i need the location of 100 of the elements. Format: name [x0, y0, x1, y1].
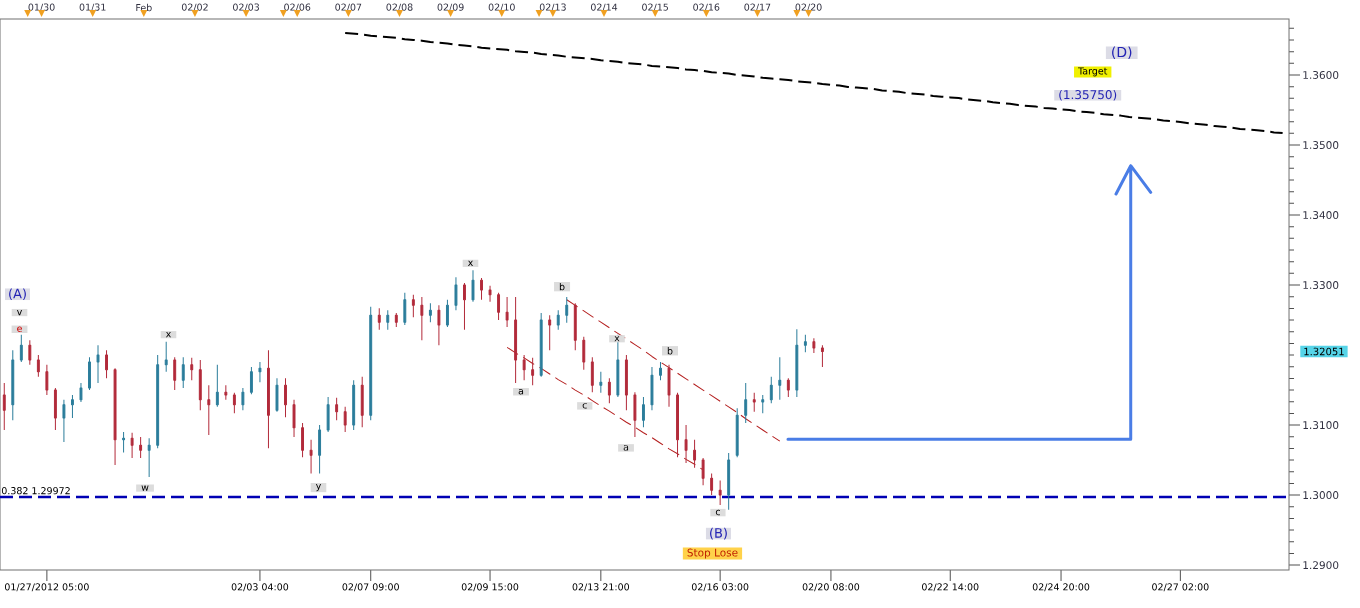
- candlestick: [624, 354, 628, 411]
- text: 02/06: [284, 3, 311, 12]
- candlestick: [633, 391, 637, 438]
- annotation: x: [467, 260, 473, 266]
- candlestick: [582, 336, 586, 371]
- annotation: a: [518, 389, 524, 395]
- candlestick: [173, 356, 177, 391]
- text: 02/10: [488, 3, 515, 12]
- line-series: [506, 346, 704, 471]
- text: 02/07: [335, 3, 362, 12]
- candlestick: [480, 277, 483, 301]
- x-tick-label: 02/16 03:00: [691, 583, 749, 592]
- candlestick: [164, 341, 168, 373]
- candlestick: [744, 382, 748, 424]
- annotation: w: [141, 485, 149, 491]
- candlestick: [548, 314, 552, 351]
- annotation: (B): [710, 527, 727, 540]
- candlestick: [79, 382, 83, 403]
- annotation: x: [614, 336, 620, 342]
- y-tick-label: 1.3600: [1303, 71, 1339, 79]
- candlestick: [360, 376, 364, 428]
- annotation: b: [559, 282, 565, 291]
- y-tick-label: 1.2900: [1303, 561, 1339, 570]
- candlestick: [573, 302, 577, 351]
- candlestick: [45, 364, 49, 396]
- text: 02/03: [233, 3, 259, 12]
- candlestick: [352, 379, 356, 431]
- candlestick: [522, 354, 526, 381]
- candlestick: [445, 299, 449, 328]
- candlestick: [641, 396, 645, 428]
- candlestick: [693, 439, 697, 469]
- candlestick: [147, 437, 151, 478]
- y-tick-label: 1.3400: [1303, 211, 1339, 219]
- candlestick: [454, 276, 458, 311]
- annotation: (1.35750): [1059, 89, 1117, 101]
- candlestick: [309, 439, 313, 474]
- text: 1.32051: [1304, 347, 1344, 356]
- candlestick: [778, 356, 782, 401]
- text: 02/09: [437, 3, 464, 12]
- annotation: (A): [9, 288, 26, 301]
- candlestick: [403, 292, 407, 326]
- candlestick: [463, 282, 466, 331]
- candlestick: [386, 309, 390, 331]
- candlestick: [531, 357, 535, 386]
- candlestick: [428, 302, 432, 323]
- ref-line-label: 0.382 1.29972: [1, 487, 70, 495]
- candlestick: [181, 356, 185, 389]
- candlestick: [650, 366, 654, 411]
- candlestick: [122, 431, 126, 453]
- candlestick: [224, 384, 228, 401]
- candlestick: [19, 334, 23, 363]
- x-tick-label: 01/27/2012 05:00: [4, 583, 89, 592]
- candlestick: [36, 354, 40, 378]
- candlestick: [718, 479, 722, 506]
- candlestick: [820, 344, 824, 368]
- candlestick: [28, 339, 32, 366]
- candlestick: [488, 285, 492, 303]
- candlestick: [198, 359, 202, 411]
- candlestick: [139, 436, 143, 459]
- text: 02/15: [642, 3, 668, 12]
- candlestick: [752, 392, 756, 413]
- candlestick: [275, 377, 279, 413]
- candlestick: [335, 397, 339, 421]
- candlestick: [471, 269, 475, 303]
- y-tick-label: 1.3100: [1303, 421, 1339, 430]
- candlestick: [497, 292, 501, 321]
- annotation: c: [582, 403, 587, 409]
- candlestick: [659, 361, 662, 381]
- x-tick-label: 02/13 21:00: [572, 583, 630, 592]
- candlestick: [701, 457, 705, 486]
- candlestick: [369, 306, 373, 421]
- candlestick: [11, 349, 15, 421]
- x-tick-label: 02/20 08:00: [802, 583, 860, 592]
- x-tick-label: 02/24 20:00: [1032, 583, 1090, 592]
- text: 01/31: [79, 3, 106, 12]
- candlestick: [727, 452, 731, 511]
- annotation: e: [17, 326, 22, 332]
- candlestick: [70, 394, 74, 419]
- candlestick: [249, 366, 253, 395]
- candlestick: [292, 399, 296, 438]
- candlestick: [96, 344, 100, 384]
- candlestick: [215, 364, 219, 408]
- y-tick-label: 1.3500: [1303, 141, 1339, 149]
- candlestick: [190, 357, 194, 381]
- candlestick: [258, 361, 262, 383]
- x-tick-label: 02/09 15:00: [461, 583, 519, 592]
- candlestick: [326, 396, 330, 433]
- candlestick: [607, 377, 611, 404]
- x-tick-label: 02/07 09:00: [342, 583, 399, 592]
- candlestick: [318, 424, 322, 474]
- text: 02/14: [590, 3, 618, 12]
- candlestick: [411, 294, 415, 318]
- candlestick: [420, 296, 424, 341]
- candlestick: [667, 364, 671, 408]
- x-tick-label: 02/22 14:00: [922, 583, 979, 592]
- candlestick: [394, 312, 398, 328]
- annotation: v: [16, 309, 23, 316]
- candlestick: [301, 422, 305, 458]
- candlestick: [232, 392, 236, 414]
- candlestick: [343, 406, 347, 433]
